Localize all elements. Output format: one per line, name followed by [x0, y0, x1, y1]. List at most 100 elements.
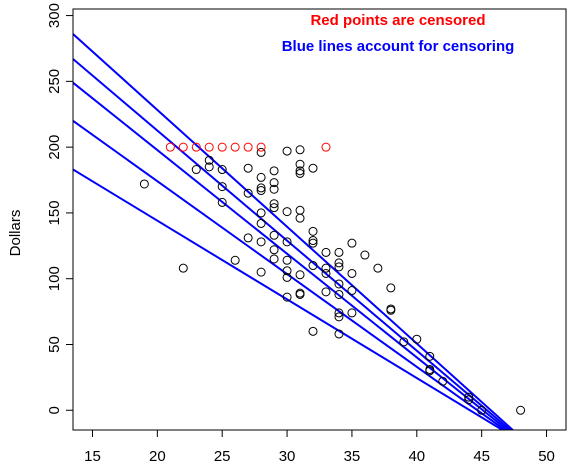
uncensored-point	[282, 207, 292, 217]
uncensored-point	[295, 168, 305, 178]
censored-point	[243, 142, 253, 152]
x-tick-label: 20	[149, 448, 166, 465]
uncensored-point	[256, 218, 266, 228]
x-tick-label: 40	[408, 448, 425, 465]
y-tick-label: 150	[46, 200, 63, 225]
uncensored-point	[217, 197, 227, 207]
x-axis: 15 20 25 30 35 40 45 50	[84, 430, 555, 465]
uncensored-point	[269, 245, 279, 255]
uncensored-point	[347, 308, 357, 318]
uncensored-point	[282, 255, 292, 265]
censoring-regression-line	[73, 168, 503, 430]
uncensored-point	[373, 263, 383, 273]
uncensored-point	[269, 199, 279, 209]
x-tick-label: 30	[279, 448, 296, 465]
uncensored-point	[295, 213, 305, 223]
x-tick-label: 35	[344, 448, 361, 465]
uncensored-point	[347, 238, 357, 248]
uncensored-point	[386, 305, 396, 315]
censoring-regression-line	[73, 120, 506, 430]
censored-point	[165, 142, 175, 152]
censoring-regression-line	[73, 33, 514, 430]
uncensored-point	[282, 146, 292, 156]
uncensored-point	[425, 366, 435, 376]
uncensored-point	[334, 279, 344, 289]
censored-point	[191, 142, 201, 152]
uncensored-point	[217, 182, 227, 192]
uncensored-point	[308, 326, 318, 336]
y-tick-label: 200	[46, 135, 63, 160]
uncensored-point	[308, 238, 318, 248]
uncensored-point	[256, 267, 266, 277]
regression-lines	[73, 33, 514, 430]
censored-point	[321, 142, 331, 152]
uncensored-point	[399, 337, 409, 347]
uncensored-point	[204, 162, 214, 172]
uncensored-point	[256, 208, 266, 218]
uncensored-point	[295, 166, 305, 176]
y-tick-label: 100	[46, 266, 63, 291]
censored-point	[178, 142, 188, 152]
uncensored-point	[282, 266, 292, 276]
annotation-censored: Red points are censored	[310, 12, 485, 29]
uncensored-point	[243, 233, 253, 243]
uncensored-point	[412, 334, 422, 344]
uncensored-point	[243, 163, 253, 173]
uncensored-point	[269, 254, 279, 264]
uncensored-point	[334, 247, 344, 257]
uncensored-point	[295, 270, 305, 280]
uncensored-point	[243, 188, 253, 198]
uncensored-point	[334, 289, 344, 299]
uncensored-point	[295, 289, 305, 299]
plot-frame	[72, 8, 567, 431]
uncensored-point	[269, 166, 279, 176]
uncensored-point	[269, 230, 279, 240]
uncensored-point	[269, 203, 279, 213]
uncensored-point	[178, 263, 188, 273]
uncensored-point	[256, 147, 266, 157]
uncensored-point	[347, 268, 357, 278]
uncensored-point	[256, 237, 266, 247]
uncensored-point	[282, 237, 292, 247]
uncensored-point	[334, 329, 344, 339]
y-tick-label: 300	[46, 3, 63, 28]
uncensored-point	[282, 292, 292, 302]
annotation-censoring-lines: Blue lines account for censoring	[282, 38, 515, 55]
uncensored-point	[308, 163, 318, 173]
y-tick-label: 250	[46, 69, 63, 94]
uncensored-point	[477, 405, 487, 415]
censored-point	[217, 142, 227, 152]
uncensored-point	[347, 286, 357, 296]
uncensored-point	[464, 395, 474, 405]
censored-point	[204, 142, 214, 152]
uncensored-point	[269, 184, 279, 194]
uncensored-point	[139, 179, 149, 189]
uncensored-point	[191, 165, 201, 175]
uncensored-point	[269, 178, 279, 188]
y-tick-label: 0	[46, 406, 63, 414]
uncensored-point	[321, 268, 331, 278]
uncensored-point	[308, 226, 318, 236]
uncensored-point	[334, 262, 344, 272]
x-tick-label: 45	[473, 448, 490, 465]
x-tick-label: 50	[538, 448, 555, 465]
uncensored-point	[334, 312, 344, 322]
y-axis: 0 50 100 150 200 250 300	[46, 3, 73, 414]
censoring-regression-line	[73, 81, 509, 430]
plot-background	[73, 9, 566, 430]
uncensored-point	[321, 287, 331, 297]
x-tick-label: 15	[84, 448, 101, 465]
uncensored-point	[334, 308, 344, 318]
uncensored-point	[516, 405, 526, 415]
uncensored-point	[464, 392, 474, 402]
uncensored-point	[438, 376, 448, 386]
uncensored-point	[204, 155, 214, 165]
uncensored-point	[230, 255, 240, 265]
uncensored-point	[295, 145, 305, 155]
uncensored-point	[308, 236, 318, 246]
censoring-regression-line	[73, 58, 511, 430]
uncensored-point	[256, 186, 266, 196]
data-points	[139, 142, 526, 415]
uncensored-point	[256, 172, 266, 182]
